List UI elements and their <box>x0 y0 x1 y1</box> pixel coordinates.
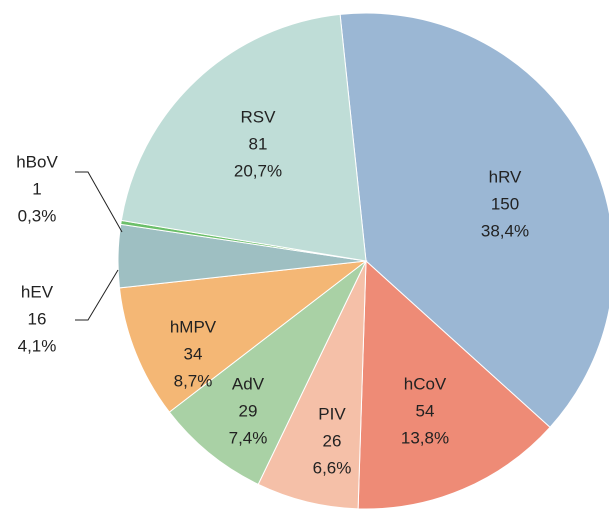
slice-percent: 8,7% <box>174 371 213 390</box>
slice-value: 81 <box>249 134 268 153</box>
slice-percent: 13,8% <box>401 428 449 447</box>
slice-label: AdV <box>232 374 265 393</box>
slice-percent: 4,1% <box>18 336 57 355</box>
slice-value: 150 <box>491 194 519 213</box>
slice-label: hMPV <box>170 317 217 336</box>
pie-slice <box>168 260 367 486</box>
slice-percent: 38,4% <box>481 221 529 240</box>
slice-value: 29 <box>239 401 258 420</box>
slice-value: 26 <box>323 431 342 450</box>
slice-percent: 20,7% <box>234 161 282 180</box>
slice-label: PIV <box>318 404 346 423</box>
slice-percent: 0,3% <box>18 206 57 225</box>
slice-label: RSV <box>241 107 277 126</box>
pie-slice <box>120 13 367 262</box>
slice-value: 16 <box>28 309 47 328</box>
slice-value: 1 <box>32 179 41 198</box>
slice-label: hBoV <box>16 152 58 171</box>
leader-line <box>75 269 119 321</box>
slice-label: hRV <box>489 167 522 186</box>
slice-label: hCoV <box>404 374 447 393</box>
slice-value: 54 <box>416 401 435 420</box>
slice-percent: 7,4% <box>229 428 268 447</box>
slices <box>117 12 609 510</box>
pie-slice <box>339 12 609 428</box>
leader-line <box>75 171 123 233</box>
slice-label: hEV <box>21 282 54 301</box>
pie-slice <box>118 260 368 413</box>
slice-value: 34 <box>184 344 203 363</box>
slice-percent: 6,6% <box>313 458 352 477</box>
pie-slice <box>357 259 551 510</box>
